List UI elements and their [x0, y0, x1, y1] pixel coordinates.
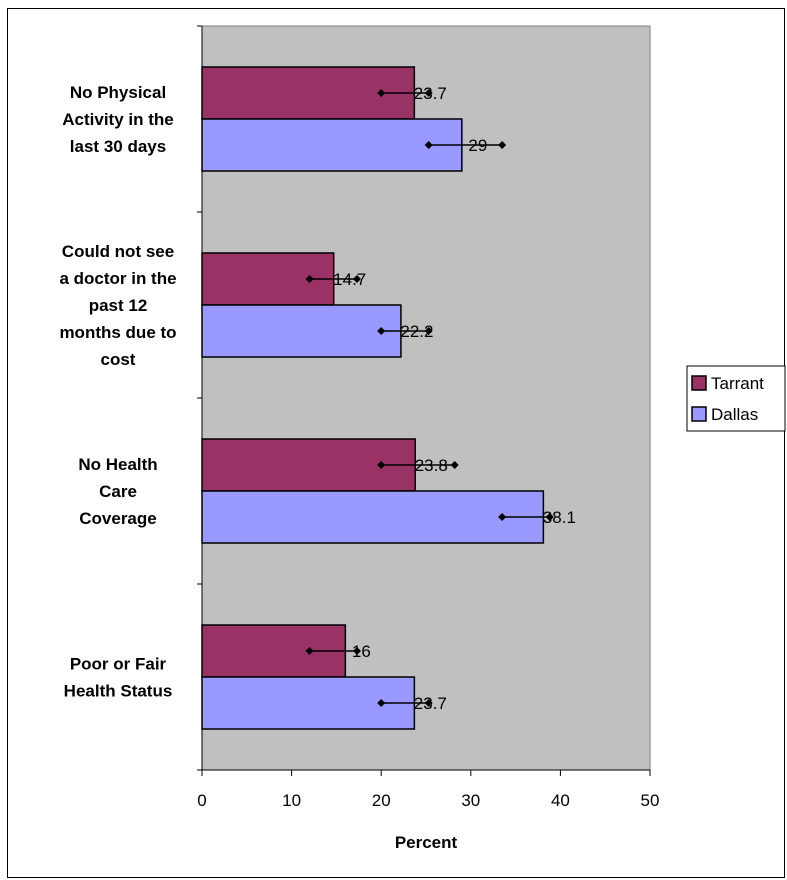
x-tick-label: 30 — [461, 791, 480, 810]
x-tick-label: 10 — [282, 791, 301, 810]
error-bar-marker — [353, 275, 362, 283]
category-label: No Physical Activity in the last 30 days — [62, 83, 173, 156]
error-bar-marker — [305, 647, 314, 655]
bar-dallas — [201, 304, 402, 358]
category-label: Could not see a doctor in the past 12 month… — [59, 242, 176, 369]
x-ticks-group: 0 10 20 30 40 50 — [197, 25, 660, 810]
legend-swatch-dallas — [691, 406, 707, 422]
category-label-line: No Health — [78, 455, 157, 474]
bar-dallas — [201, 118, 463, 172]
category-label-line: last 30 days — [70, 137, 166, 156]
category-label-line: Poor or Fair — [70, 655, 167, 674]
category-label-line: Care — [99, 482, 137, 501]
category-label-line: Could not see — [62, 242, 174, 261]
legend-label-dallas: Dallas — [711, 405, 758, 424]
x-tick-label: 20 — [372, 791, 391, 810]
category-labels-group: No Physical Activity in the last 30 days Co… — [59, 83, 176, 701]
error-bar-marker — [424, 141, 433, 149]
category-label-line: cost — [101, 350, 136, 369]
data-label-dallas: 38.1 — [543, 508, 576, 527]
category-label-line: a doctor in the — [59, 269, 176, 288]
category-label-line: Health Status — [64, 682, 173, 701]
data-labels-group: 23.7 14.7 23.8 16 29 22.2 38.1 23.7 — [333, 84, 576, 713]
error-bar-marker — [377, 327, 386, 335]
legend-label-tarrant: Tarrant — [711, 374, 764, 393]
bar-dallas — [201, 490, 545, 544]
error-bar-marker — [498, 141, 507, 149]
data-label-dallas: 22.2 — [400, 322, 433, 341]
error-bar-marker — [424, 89, 433, 97]
category-label: No Health Care Coverage — [78, 455, 157, 528]
x-axis-title: Percent — [395, 833, 458, 852]
error-bar-marker — [377, 699, 386, 707]
chart-frame — [7, 8, 785, 878]
x-tick-label: 0 — [197, 791, 206, 810]
x-tick-label: 50 — [641, 791, 660, 810]
error-bar-marker — [377, 461, 386, 469]
error-bar-marker — [424, 327, 433, 335]
data-label-tarrant: 16 — [352, 642, 371, 661]
error-bar-marker — [305, 275, 314, 283]
x-tick-label: 40 — [551, 791, 570, 810]
data-label-dallas: 23.7 — [414, 694, 447, 713]
error-bar-marker — [450, 461, 459, 469]
legend: Tarrant Dallas — [686, 365, 786, 432]
category-label-line: Activity in the — [62, 110, 173, 129]
category-label: Poor or Fair Health Status — [64, 655, 173, 701]
data-label-tarrant: 23.7 — [414, 84, 447, 103]
data-label-tarrant: 23.8 — [415, 456, 448, 475]
category-label-line: months due to — [59, 323, 176, 342]
data-label-dallas: 29 — [468, 136, 487, 155]
legend-swatch-tarrant — [691, 375, 707, 391]
error-bar-marker — [424, 699, 433, 707]
error-bar-marker — [353, 647, 362, 655]
error-bar-marker — [545, 513, 554, 521]
category-label-line: Coverage — [79, 509, 156, 528]
error-bars-group — [305, 89, 554, 707]
error-bar-marker — [377, 89, 386, 97]
error-bar-marker — [498, 513, 507, 521]
category-label-line: No Physical — [70, 83, 166, 102]
category-label-line: past 12 — [89, 296, 148, 315]
data-label-tarrant: 14.7 — [333, 270, 366, 289]
